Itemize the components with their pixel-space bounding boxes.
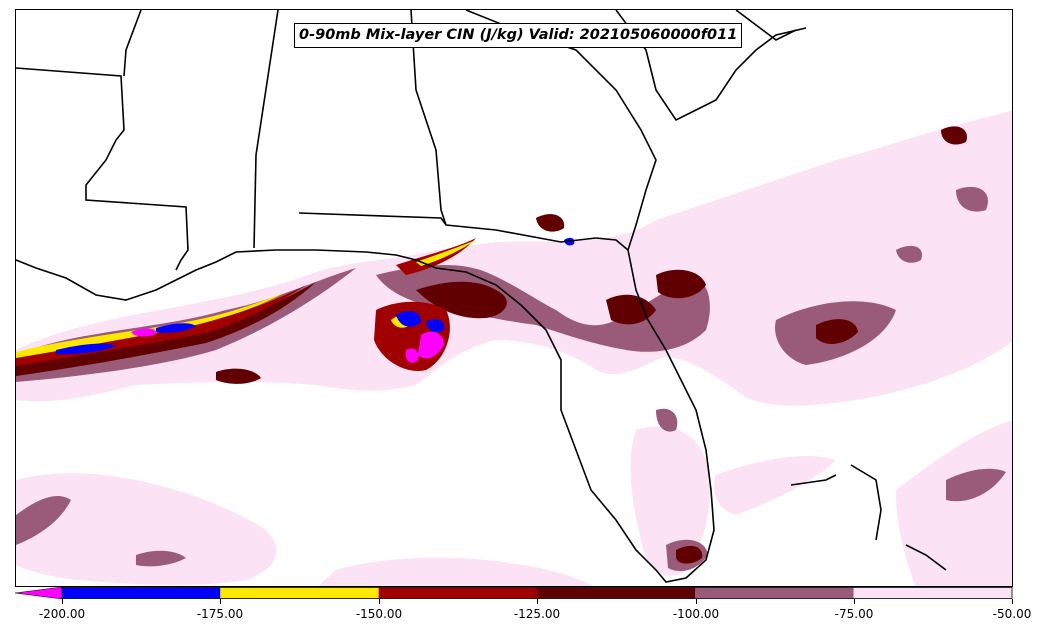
tick-label: -125.00 <box>513 607 561 621</box>
tick-mark <box>220 599 221 604</box>
tick-mark <box>1012 599 1013 604</box>
colorbar-bins <box>62 587 1012 599</box>
colorbar-bin <box>853 587 1012 599</box>
tick-mark <box>62 599 63 604</box>
map-title: 0-90mb Mix-layer CIN (J/kg) Valid: 20210… <box>294 23 743 48</box>
colorbar-bin <box>378 587 537 599</box>
map-canvas <box>16 10 1012 586</box>
map-panel: 0-90mb Mix-layer CIN (J/kg) Valid: 20210… <box>15 9 1013 587</box>
tick-label: -50.00 <box>992 607 1032 621</box>
tick-label: -175.00 <box>196 607 244 621</box>
cin-magenta-regions <box>131 328 444 363</box>
colorbar-bin <box>537 587 696 599</box>
tick-mark <box>379 599 380 604</box>
tick-label: -100.00 <box>672 607 720 621</box>
tick-mark <box>696 599 697 604</box>
colorbar-bin <box>220 587 379 599</box>
cin-light-regions <box>16 110 1012 586</box>
colorbar-bin <box>62 587 221 599</box>
colorbar-outline <box>61 587 1013 599</box>
coastlines-and-borders <box>16 10 947 583</box>
tick-label: -75.00 <box>834 607 874 621</box>
tick-label: -150.00 <box>355 607 403 621</box>
colorbar <box>15 587 1013 599</box>
tick-mark <box>854 599 855 604</box>
cin-blue-regions <box>56 237 575 355</box>
tick-mark <box>537 599 538 604</box>
colorbar-extend-min <box>15 587 63 599</box>
colorbar-ticks: -200.00 -175.00 -150.00 -125.00 -100.00 … <box>0 599 1044 629</box>
colorbar-bin <box>695 587 854 599</box>
tick-label: -200.00 <box>38 607 86 621</box>
